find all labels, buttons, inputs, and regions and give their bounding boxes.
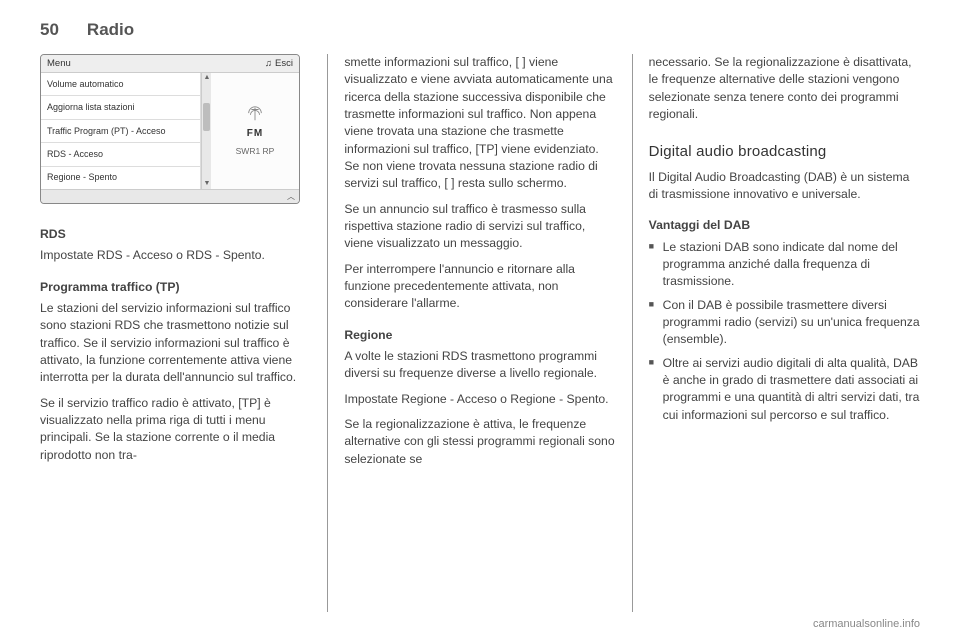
device-status-panel: FM SWR1 RP (211, 73, 299, 189)
device-menu-row: RDS - Acceso (41, 143, 200, 166)
page-number: 50 (40, 20, 59, 40)
column-1: Menu ♫ Esci Volume automatico Aggiorna l… (40, 54, 327, 612)
device-title: Menu (47, 57, 71, 70)
rds-title: RDS (40, 226, 311, 243)
dab-intro: Il Digital Audio Broadcasting (DAB) è un… (649, 169, 920, 204)
dab-bullet: Con il DAB è possibile trasmettere diver… (649, 297, 920, 349)
scroll-down-icon: ▼ (202, 179, 212, 189)
footer-url: carmanualsonline.info (40, 618, 920, 630)
dab-heading: Digital audio broadcasting (649, 141, 920, 162)
device-menu-row: Volume automatico (41, 73, 200, 96)
page-header: 50 Radio (40, 20, 920, 40)
device-menu-row: Aggiorna lista stazioni (41, 96, 200, 119)
radio-menu-screenshot: Menu ♫ Esci Volume automatico Aggiorna l… (40, 54, 300, 204)
col3-paragraph-1: necessario. Se la regionalizzazione è di… (649, 54, 920, 123)
rds-body: Impostate RDS - Acceso o RDS - Spento. (40, 247, 311, 264)
dab-adv-title: Vantaggi del DAB (649, 217, 920, 234)
tp-paragraph-2: Se il servizio traffico radio è attivato… (40, 395, 311, 464)
tp-paragraph-1: Le stazioni del servizio informazioni su… (40, 300, 311, 387)
device-exit-label: Esci (275, 57, 293, 70)
device-menu-row: Traffic Program (PT) - Acceso (41, 120, 200, 143)
column-2: smette informazioni sul traffico, [ ] vi… (327, 54, 631, 612)
device-scrollbar: ▲ ▼ (201, 73, 211, 189)
dab-bullet: Le stazioni DAB sono indicate dal nome d… (649, 239, 920, 291)
section-title: Radio (87, 20, 134, 40)
region-paragraph-2: Impostate Regione - Acceso o Regione - S… (344, 391, 615, 408)
region-paragraph-3: Se la regionalizzazione è attiva, le fre… (344, 416, 615, 468)
device-bottom-bar: ︿ (41, 189, 299, 203)
scroll-thumb (203, 103, 210, 131)
device-station: SWR1 RP (236, 145, 275, 157)
region-paragraph-1: A volte le stazioni RDS trasmettono prog… (344, 348, 615, 383)
chevron-up-icon: ︿ (287, 191, 295, 202)
device-band: FM (247, 127, 263, 141)
device-menu-list: Volume automatico Aggiorna lista stazion… (41, 73, 201, 189)
region-title: Regione (344, 327, 615, 344)
dab-advantages-list: Le stazioni DAB sono indicate dal nome d… (649, 239, 920, 430)
antenna-icon (246, 105, 264, 123)
col2-paragraph-1: smette informazioni sul traffico, [ ] vi… (344, 54, 615, 193)
tp-title: Programma traffico (TP) (40, 279, 311, 296)
music-note-icon: ♫ (265, 57, 272, 70)
device-titlebar: Menu ♫ Esci (41, 55, 299, 73)
col2-paragraph-2: Se un annuncio sul traffico è trasmesso … (344, 201, 615, 253)
scroll-up-icon: ▲ (202, 73, 212, 83)
dab-bullet: Oltre ai servizi audio digitali di alta … (649, 355, 920, 424)
col2-paragraph-3: Per interrompere l'annuncio e ritornare … (344, 261, 615, 313)
column-3: necessario. Se la regionalizzazione è di… (632, 54, 920, 612)
device-exit: ♫ Esci (265, 57, 293, 70)
content-columns: Menu ♫ Esci Volume automatico Aggiorna l… (40, 54, 920, 612)
device-menu-row: Regione - Spento (41, 167, 200, 189)
